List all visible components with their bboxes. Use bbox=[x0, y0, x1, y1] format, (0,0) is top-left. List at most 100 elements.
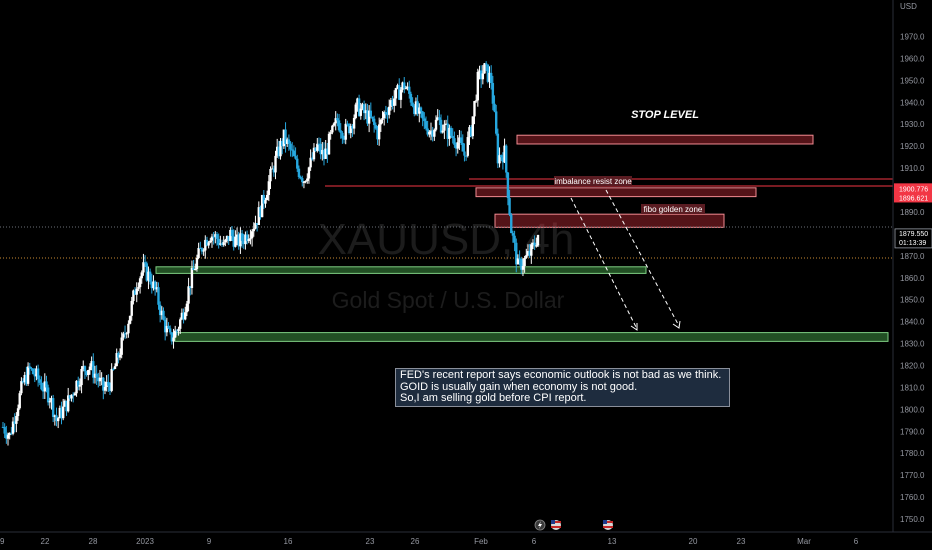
projection-arrows bbox=[570, 189, 680, 330]
candle-body bbox=[97, 377, 100, 382]
candle-body bbox=[489, 72, 493, 84]
candle-body bbox=[279, 140, 282, 157]
candle-body bbox=[484, 63, 488, 65]
candle-body bbox=[451, 135, 454, 139]
candle-body bbox=[100, 377, 103, 379]
candle-body bbox=[199, 247, 202, 249]
candle-body bbox=[286, 139, 289, 144]
note-line-1: FED's recent report says economic outloo… bbox=[400, 369, 722, 381]
candle-body bbox=[306, 178, 309, 181]
candle-body bbox=[510, 214, 513, 234]
candle-body bbox=[292, 150, 296, 157]
candle-body bbox=[346, 123, 349, 125]
candle-body bbox=[408, 86, 411, 94]
candle-body bbox=[257, 207, 260, 225]
candle-body bbox=[476, 71, 480, 101]
candle-body bbox=[535, 245, 538, 247]
candle-body bbox=[58, 407, 62, 419]
candle-body bbox=[180, 312, 184, 320]
candle-body bbox=[486, 64, 490, 82]
candle-body bbox=[438, 117, 441, 120]
projection-arrow-2 bbox=[605, 189, 680, 327]
candle-body bbox=[364, 110, 367, 114]
stop-level-zone[interactable] bbox=[516, 134, 814, 145]
us-flag-event-icon-2[interactable] bbox=[603, 520, 613, 530]
candle-body bbox=[349, 126, 352, 134]
candle-body bbox=[518, 258, 521, 260]
candle-body bbox=[481, 73, 485, 80]
candle-body bbox=[217, 238, 220, 245]
candle-body bbox=[107, 381, 110, 386]
candle-body bbox=[262, 195, 266, 204]
analysis-note[interactable]: FED's recent report says economic outloo… bbox=[395, 368, 730, 407]
candle-body bbox=[205, 239, 209, 246]
candle-body bbox=[46, 387, 50, 403]
candle-body bbox=[347, 124, 351, 134]
candle-body bbox=[48, 401, 52, 403]
support-zone-upper[interactable] bbox=[155, 266, 647, 274]
candle-body bbox=[200, 248, 204, 252]
candle-body bbox=[167, 325, 170, 329]
candle-body bbox=[456, 142, 459, 149]
x-tick-label: Feb bbox=[474, 537, 488, 546]
candle-body bbox=[82, 366, 85, 369]
imbalance-zone-label: imbalance resist zone bbox=[554, 177, 632, 186]
candle-body bbox=[491, 83, 495, 104]
y-tick-label: 1860.0 bbox=[900, 274, 925, 283]
currency-label: USD bbox=[900, 2, 917, 11]
y-tick-label: 1870.0 bbox=[900, 252, 925, 261]
candle-body bbox=[77, 380, 80, 387]
candle-body bbox=[265, 194, 269, 201]
candle-body bbox=[20, 381, 23, 394]
candle-body bbox=[344, 123, 347, 140]
y-tick-label: 1750.0 bbox=[900, 515, 925, 524]
candle-body bbox=[108, 385, 112, 391]
current-price-value: 1879.550 bbox=[899, 231, 928, 238]
candle-body bbox=[249, 238, 252, 240]
candle-body bbox=[123, 333, 127, 335]
candle-body bbox=[526, 251, 530, 256]
candle-body bbox=[83, 366, 87, 372]
candle-body bbox=[240, 233, 244, 241]
candle-body bbox=[153, 281, 157, 290]
event-icons[interactable] bbox=[534, 519, 613, 531]
us-flag-event-icon[interactable] bbox=[551, 520, 561, 530]
candle-body bbox=[95, 373, 98, 378]
candle-body bbox=[493, 103, 496, 112]
candle-body bbox=[431, 130, 434, 137]
price-axis[interactable]: 1970.0 1960.0 1950.0 1940.0 1930.0 1920.0 1910… bbox=[900, 33, 925, 525]
candle-body bbox=[112, 368, 115, 370]
candle-body bbox=[332, 123, 336, 126]
candle-body bbox=[40, 382, 43, 390]
candle-body bbox=[376, 128, 379, 140]
stop-level-label: STOP LEVEL bbox=[631, 109, 699, 121]
fibo-golden-zone[interactable] bbox=[494, 213, 725, 228]
candle-body bbox=[448, 127, 451, 139]
candle-body bbox=[21, 381, 25, 383]
candle-body bbox=[443, 124, 446, 131]
candle-body bbox=[511, 233, 515, 236]
candle-body bbox=[142, 262, 145, 273]
imbalance-resist-zone[interactable] bbox=[475, 187, 757, 198]
price-tag-value: 1900.776 bbox=[899, 186, 928, 193]
support-zone-lower[interactable] bbox=[174, 332, 889, 342]
y-tick-label: 1800.0 bbox=[900, 405, 925, 414]
candle-body bbox=[162, 310, 165, 320]
candle-body bbox=[72, 394, 75, 396]
price-tag-bg bbox=[894, 183, 932, 194]
candle-body bbox=[147, 271, 150, 281]
candle-body bbox=[423, 118, 426, 122]
candle-body bbox=[277, 146, 281, 157]
x-tick-label: Mar bbox=[797, 537, 811, 546]
candle-body bbox=[55, 415, 58, 422]
y-tick-label: 1770.0 bbox=[900, 471, 925, 480]
candle-body bbox=[496, 133, 500, 164]
candle-body bbox=[301, 178, 304, 183]
time-axis[interactable]: 19222820239162326Feb6132023Mar6 bbox=[0, 537, 859, 546]
candle-body bbox=[78, 385, 82, 387]
lightning-event-icon[interactable] bbox=[534, 519, 546, 531]
candle-body bbox=[461, 142, 464, 152]
candle-body bbox=[13, 421, 16, 424]
candle-body bbox=[67, 395, 70, 412]
